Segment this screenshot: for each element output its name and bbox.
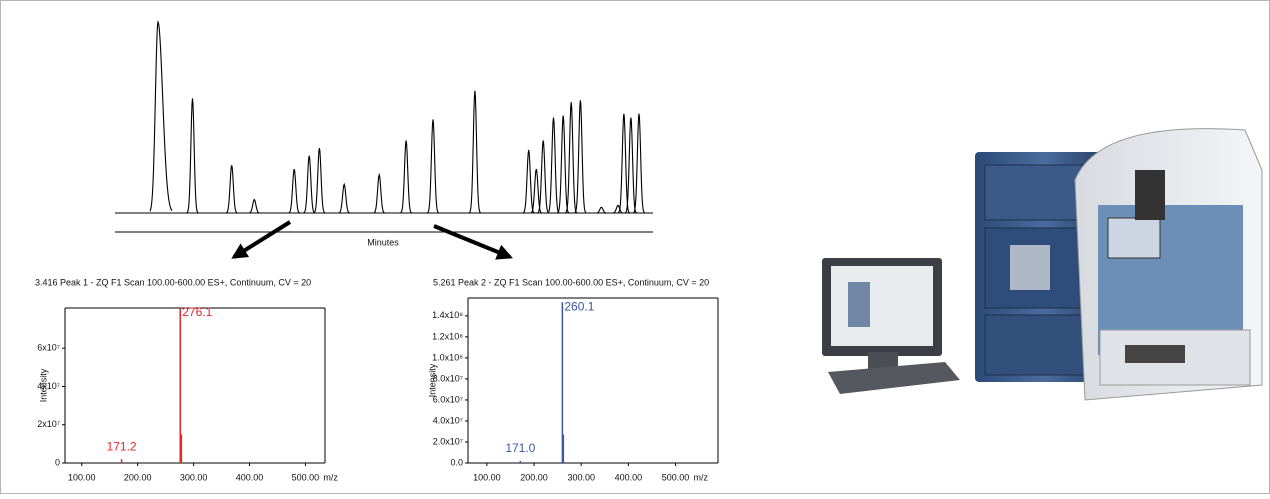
peak <box>336 182 353 214</box>
peak <box>301 155 318 214</box>
x-axis-label: Minutes <box>367 237 399 247</box>
y-tick-label: 1.2x10⁸ <box>432 331 463 341</box>
peak <box>622 117 639 214</box>
peak <box>311 148 328 214</box>
y-axis-label: Intensity <box>38 368 48 402</box>
peak <box>631 113 647 214</box>
peak-label: 171.2 <box>107 439 137 453</box>
x-tick-label: 400.00 <box>236 472 264 482</box>
peak <box>398 140 415 214</box>
y-tick-label: 4.0x10⁷ <box>433 415 463 425</box>
y-tick-label: 2x10⁷ <box>37 419 60 429</box>
x-tick-label: 200.00 <box>124 472 152 482</box>
peak <box>572 100 589 214</box>
chart-title: 5.261 Peak 2 - ZQ F1 Scan 100.00-600.00 … <box>433 277 709 287</box>
x-tick-label: 300.00 <box>567 472 595 482</box>
peak <box>563 102 580 214</box>
y-tick-label: 2.0x10⁷ <box>433 436 463 446</box>
peak <box>371 172 388 214</box>
peak <box>615 113 632 214</box>
peak-label: 171.0 <box>505 441 535 455</box>
y-tick-label: 8.0x10⁷ <box>433 373 463 383</box>
y-tick-label: 6x10⁷ <box>37 343 60 353</box>
x-tick-label: 100.00 <box>473 472 501 482</box>
y-axis-label: Intensity <box>427 363 437 397</box>
y-tick-label: 4x10⁷ <box>37 381 60 391</box>
peak <box>545 117 562 214</box>
y-tick-label: 1.4x10⁸ <box>432 310 463 320</box>
peak <box>184 98 201 214</box>
peak <box>466 90 483 214</box>
y-tick-label: 6.0x10⁷ <box>433 394 463 404</box>
peak <box>555 115 572 214</box>
y-tick-label: 0 <box>55 457 60 467</box>
x-tick-label: 300.00 <box>180 472 208 482</box>
chart-title: 3.416 Peak 1 - ZQ F1 Scan 100.00-600.00 … <box>35 277 311 287</box>
peak <box>246 198 263 214</box>
y-tick-label: 0.0 <box>450 457 463 467</box>
x-tick-label: 500.00 <box>292 472 320 482</box>
x-tick-label: 400.00 <box>615 472 643 482</box>
x-tick-label: 200.00 <box>520 472 548 482</box>
x-tick-label: 100.00 <box>68 472 96 482</box>
peak <box>286 168 303 214</box>
peak <box>520 149 537 214</box>
instrument-photo <box>822 128 1263 401</box>
x-tick-label: 500.00 <box>662 472 690 482</box>
peak <box>593 206 610 214</box>
y-tick-label: 1.0x10⁸ <box>432 352 463 362</box>
arrow <box>433 224 513 260</box>
peak <box>149 20 173 212</box>
peak <box>528 168 545 214</box>
x-axis-label: m/z <box>694 472 709 482</box>
arrow <box>231 220 292 259</box>
peak <box>425 119 441 214</box>
peak <box>223 165 240 214</box>
x-axis-label: m/z <box>323 472 338 482</box>
peak-label: 276.1 <box>182 305 212 319</box>
peak <box>610 204 626 214</box>
peak-label: 260.1 <box>564 299 594 313</box>
